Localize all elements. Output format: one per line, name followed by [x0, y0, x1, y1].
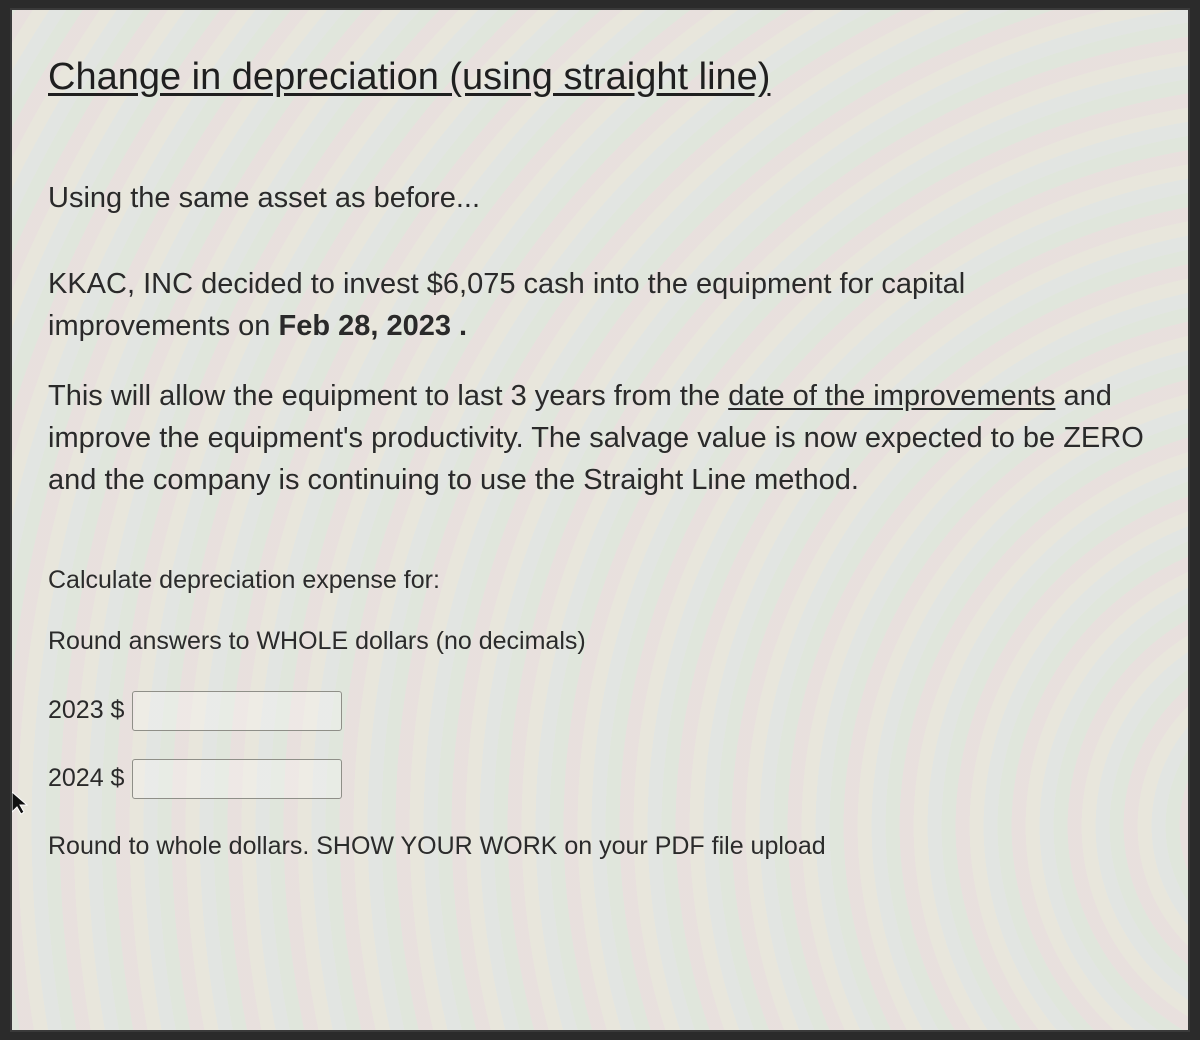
- cursor-icon: [10, 790, 30, 816]
- paragraph-1: KKAC, INC decided to invest $6,075 cash …: [48, 263, 1152, 347]
- calculate-label: Calculate depreciation expense for:: [48, 561, 1152, 600]
- input-2024[interactable]: [132, 759, 342, 799]
- label-2024: 2024 $: [48, 764, 124, 793]
- p1-date: Feb 28, 2023 .: [279, 310, 468, 342]
- p1-text: KKAC, INC decided to invest $6,075 cash …: [48, 268, 965, 342]
- question-title: Change in depreciation (using straight l…: [48, 56, 1152, 99]
- question-page: Change in depreciation (using straight l…: [10, 8, 1190, 1032]
- question-content: Change in depreciation (using straight l…: [48, 56, 1152, 866]
- rounding-instruction: Round answers to WHOLE dollars (no decim…: [48, 622, 1152, 661]
- paragraph-2: This will allow the equipment to last 3 …: [48, 375, 1152, 501]
- p2-underlined: date of the improvements: [728, 380, 1055, 412]
- input-row-2023: 2023 $: [48, 691, 1152, 731]
- p2-a: This will allow the equipment to last 3 …: [48, 380, 728, 412]
- input-2023[interactable]: [132, 691, 342, 731]
- input-row-2024: 2024 $: [48, 759, 1152, 799]
- label-2023: 2023 $: [48, 696, 124, 725]
- footer-instruction: Round to whole dollars. SHOW YOUR WORK o…: [48, 827, 1152, 866]
- intro-text: Using the same asset as before...: [48, 177, 1152, 219]
